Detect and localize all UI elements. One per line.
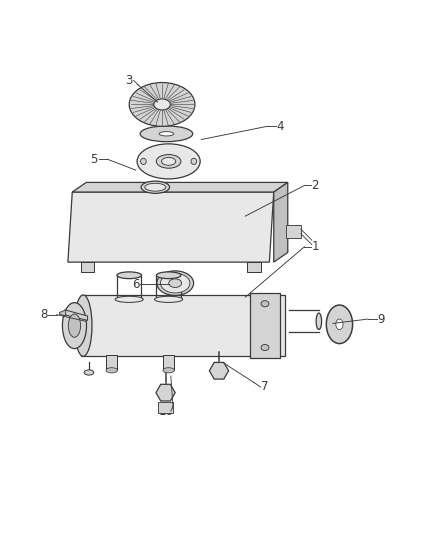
Ellipse shape (106, 368, 117, 373)
FancyBboxPatch shape (158, 402, 173, 413)
Ellipse shape (155, 296, 183, 302)
FancyBboxPatch shape (81, 295, 285, 356)
Ellipse shape (141, 181, 170, 193)
FancyBboxPatch shape (286, 225, 301, 238)
Ellipse shape (154, 99, 170, 110)
Polygon shape (274, 182, 288, 262)
FancyBboxPatch shape (250, 293, 280, 359)
Ellipse shape (68, 314, 81, 337)
Ellipse shape (191, 158, 197, 165)
Text: 1: 1 (311, 240, 319, 253)
Ellipse shape (163, 368, 174, 373)
Text: 9: 9 (377, 312, 385, 326)
Ellipse shape (159, 132, 173, 136)
Ellipse shape (145, 183, 166, 191)
Ellipse shape (261, 344, 269, 351)
Polygon shape (60, 310, 66, 316)
Ellipse shape (84, 370, 94, 375)
Ellipse shape (117, 272, 141, 279)
Ellipse shape (326, 305, 353, 344)
FancyBboxPatch shape (81, 262, 94, 272)
Polygon shape (64, 310, 88, 320)
Text: 2: 2 (311, 179, 319, 192)
Text: 3: 3 (126, 74, 133, 87)
Ellipse shape (140, 126, 193, 142)
Ellipse shape (336, 319, 343, 329)
Ellipse shape (129, 83, 195, 126)
Ellipse shape (115, 296, 143, 302)
Ellipse shape (169, 279, 182, 287)
Text: 10: 10 (159, 405, 174, 417)
Polygon shape (68, 192, 274, 262)
FancyBboxPatch shape (163, 356, 174, 370)
Ellipse shape (261, 301, 269, 307)
Ellipse shape (137, 144, 200, 179)
FancyBboxPatch shape (247, 262, 261, 272)
FancyBboxPatch shape (106, 356, 117, 370)
Ellipse shape (141, 158, 146, 165)
Text: 8: 8 (40, 308, 47, 321)
Ellipse shape (156, 155, 181, 168)
Ellipse shape (157, 271, 194, 295)
Ellipse shape (156, 272, 181, 279)
Ellipse shape (74, 295, 92, 356)
Ellipse shape (316, 313, 321, 329)
Ellipse shape (160, 273, 190, 293)
Text: 7: 7 (261, 381, 269, 393)
Text: 6: 6 (132, 278, 140, 290)
Text: 5: 5 (91, 152, 98, 166)
Text: 4: 4 (276, 120, 284, 133)
Polygon shape (72, 182, 288, 192)
Ellipse shape (62, 303, 86, 349)
Ellipse shape (162, 157, 176, 165)
